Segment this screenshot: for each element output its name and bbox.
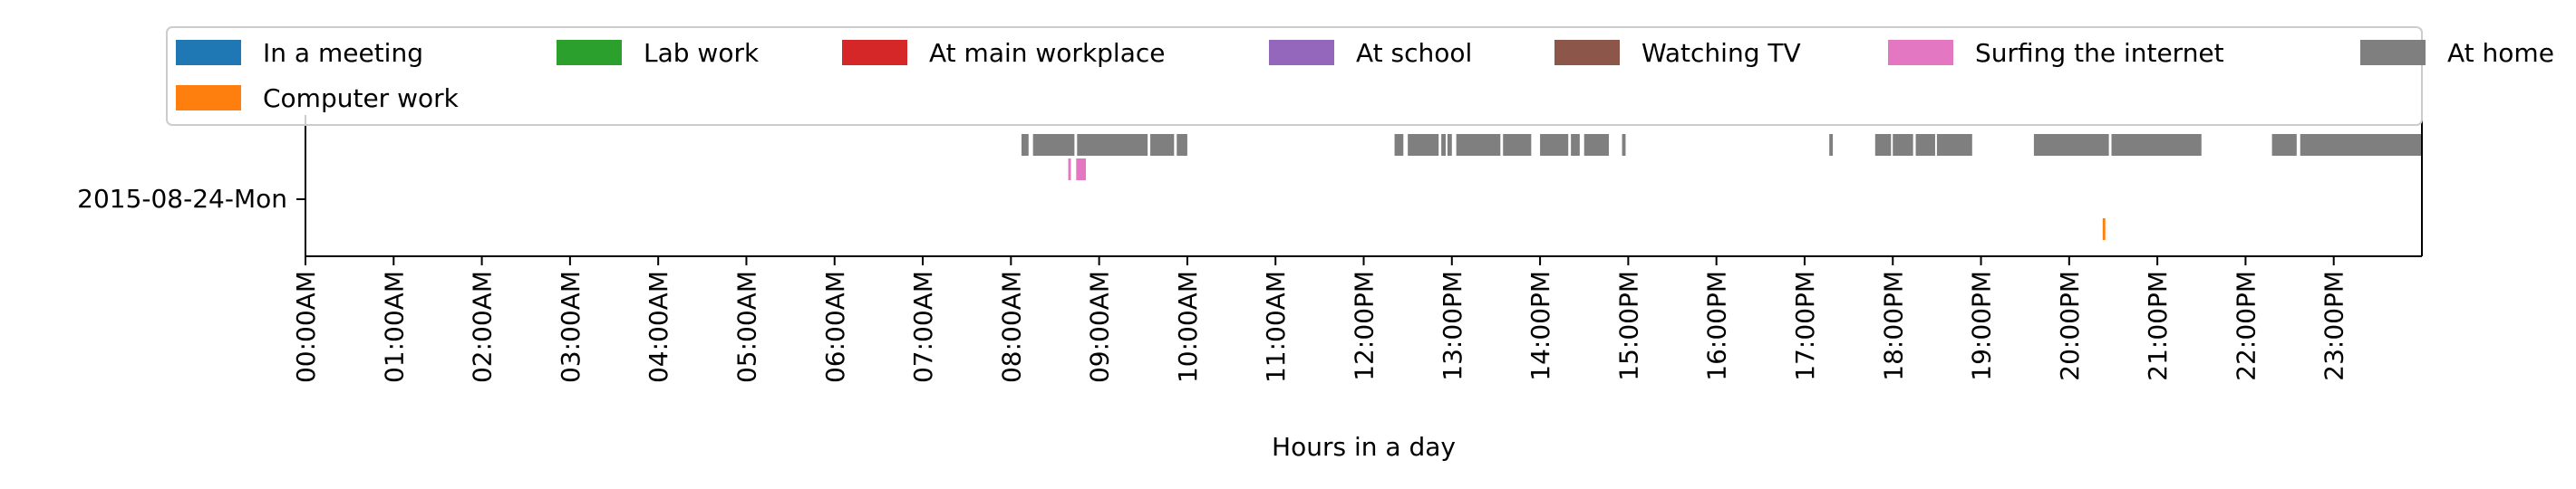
legend-swatch-in-a-meeting (176, 40, 241, 65)
bar-at-home-4 (1177, 134, 1187, 156)
x-tick-label: 18:00PM (1878, 271, 1908, 381)
bar-at-home-11 (1540, 134, 1569, 156)
x-tick-label: 21:00PM (2143, 271, 2173, 381)
bar-at-home-5 (1394, 134, 1404, 156)
x-tick-label: 00:00AM (291, 271, 321, 383)
x-tick-label: 14:00PM (1525, 271, 1555, 381)
bar-at-home-17 (1893, 134, 1913, 156)
legend-label-lab-work: Lab work (644, 38, 760, 68)
legend-swatch-lab-work (557, 40, 622, 65)
bar-at-home-0 (1022, 134, 1029, 156)
legend: In a meeting Lab work At main workplace At … (166, 26, 2554, 126)
legend-swatch-at-main-workplace (842, 40, 907, 65)
x-tick-label: 19:00PM (1967, 271, 1997, 381)
x-tick-label: 22:00PM (2231, 271, 2261, 381)
legend-label-at-school: At school (1356, 38, 1472, 68)
bar-at-home-8 (1447, 134, 1452, 156)
x-tick-label: 10:00AM (1173, 271, 1203, 383)
bar-at-home-21 (2111, 134, 2202, 156)
y-tick-label: 2015-08-24-Mon (77, 184, 287, 214)
x-tick-label: 02:00AM (468, 271, 498, 383)
bar-at-home-18 (1915, 134, 1935, 156)
bar-at-home-6 (1408, 134, 1439, 156)
x-tick-label: 12:00PM (1350, 271, 1380, 381)
bar-at-home-1 (1032, 134, 1075, 156)
x-tick-label: 03:00AM (556, 271, 586, 383)
x-tick-label: 07:00AM (908, 271, 938, 383)
x-axis-title: Hours in a day (1272, 432, 1456, 462)
legend-swatch-at-school (1269, 40, 1334, 65)
bar-at-home-2 (1077, 134, 1148, 156)
bar-at-home-20 (2033, 134, 2109, 156)
bar-at-home-10 (1503, 134, 1532, 156)
legend-swatch-watching-tv (1554, 40, 1620, 65)
legend-label-in-a-meeting: In a meeting (263, 38, 423, 68)
legend-label-surfing-the-internet: Surfing the internet (1975, 38, 2224, 68)
x-tick-label: 04:00AM (644, 271, 673, 383)
x-tick-label: 01:00AM (379, 271, 409, 383)
bar-at-home-7 (1441, 134, 1446, 156)
bar-at-home-3 (1150, 134, 1175, 156)
x-tick-label: 15:00PM (1613, 271, 1643, 381)
legend-swatch-surfing-the-internet (1888, 40, 1953, 65)
x-tick-label: 11:00AM (1261, 271, 1291, 383)
x-tick-label: 16:00PM (1702, 271, 1732, 381)
bar-at-home-19 (1936, 134, 1972, 156)
bar-surfing-the-internet-0 (1068, 158, 1071, 180)
bar-at-home-16 (1874, 134, 1892, 156)
bar-at-home-12 (1571, 134, 1580, 156)
bar-at-home-14 (1622, 134, 1626, 156)
x-tick-label: 23:00PM (2319, 271, 2349, 381)
legend-label-at-main-workplace: At main workplace (929, 38, 1166, 68)
x-tick-label: 13:00PM (1438, 271, 1467, 381)
bar-at-home-9 (1456, 134, 1501, 156)
x-tick-label: 17:00PM (1790, 271, 1820, 381)
legend-label-watching-tv: Watching TV (1641, 38, 1801, 68)
bar-at-home-13 (1583, 134, 1609, 156)
x-tick-label: 20:00PM (2055, 271, 2085, 381)
bars-layer (1022, 134, 2422, 240)
bar-at-home-15 (1829, 134, 1834, 156)
bar-at-home-22 (2271, 134, 2297, 156)
bar-computer-work-0 (2102, 218, 2106, 240)
legend-swatch-at-home (2360, 40, 2426, 65)
bar-surfing-the-internet-1 (1076, 158, 1087, 180)
x-tick-label: 06:00AM (820, 271, 850, 383)
x-tick-label: 09:00AM (1085, 271, 1115, 383)
legend-swatch-computer-work (176, 85, 241, 110)
legend-label-at-home: At home (2447, 38, 2554, 68)
legend-box (166, 26, 2423, 126)
axes-layer: 2015-08-24-Mon 00:00AM 01:00AM 02:00AM 03:00… (77, 115, 2423, 462)
x-tick-label: 05:00AM (731, 271, 761, 383)
legend-label-computer-work: Computer work (263, 83, 460, 113)
bar-at-home-23 (2300, 134, 2422, 156)
x-tick-label: 08:00AM (996, 271, 1026, 383)
